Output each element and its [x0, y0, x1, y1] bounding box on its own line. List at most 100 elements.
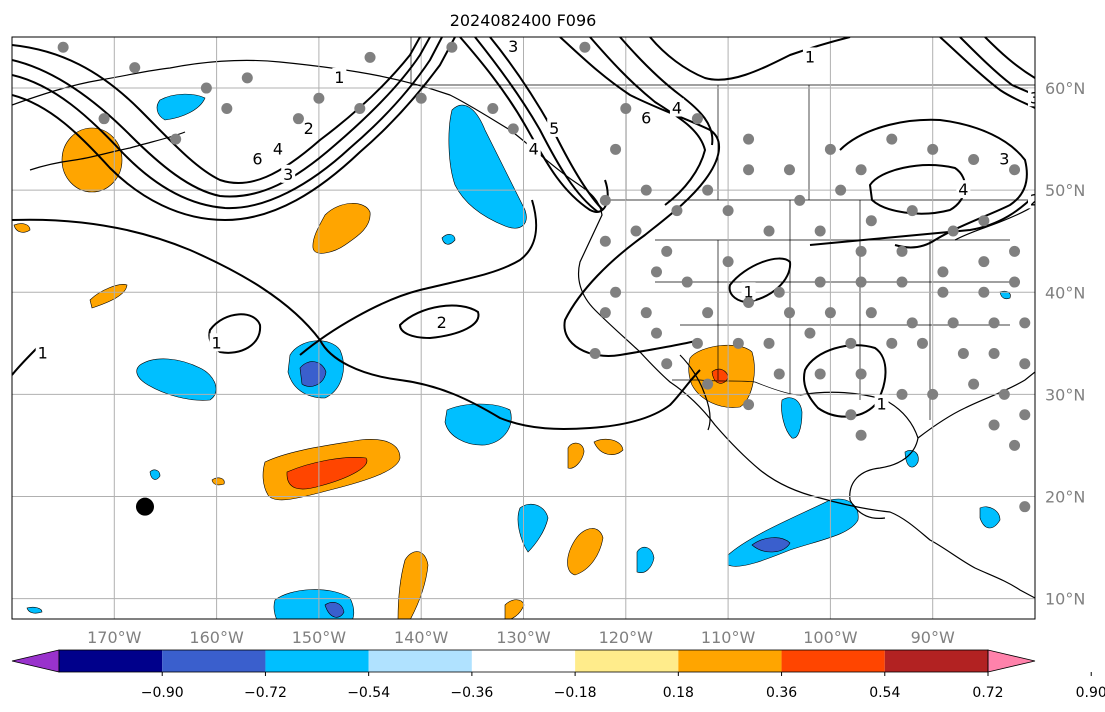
colorbar-segment — [678, 650, 782, 672]
colorbar-tick-label: 0.18 — [663, 685, 694, 701]
longitude-tick-label: 170°W — [87, 628, 142, 647]
station-point — [415, 92, 427, 104]
anomaly-negative-region — [517, 503, 549, 553]
anomaly-negative-region — [781, 397, 803, 439]
station-point — [650, 327, 662, 339]
station-point — [855, 164, 867, 176]
anomaly-strong-positive-region — [286, 457, 368, 490]
station-point — [661, 245, 673, 257]
colorbar-tick-label: 0.36 — [766, 685, 797, 701]
latitude-tick-label: 30°N — [1045, 385, 1085, 404]
coastline-great-lakes — [954, 204, 1035, 241]
station-point — [916, 337, 928, 349]
latitude-tick-label: 20°N — [1045, 487, 1085, 506]
contour-label: 2 — [1030, 190, 1040, 209]
station-point — [855, 368, 867, 380]
longitude-tick-label: 110°W — [701, 628, 756, 647]
anomaly-negative-region — [26, 606, 43, 614]
contour-label-bg — [956, 180, 971, 199]
anomaly-positive-region — [211, 477, 225, 486]
anomaly-negative-region — [156, 93, 206, 121]
anomaly-negative-region — [273, 589, 355, 619]
contour-label: 1 — [876, 395, 886, 414]
contour-label: 3 — [508, 37, 518, 56]
contour-line — [649, 37, 851, 81]
anomaly-positive-region — [397, 551, 429, 619]
station-point — [968, 378, 980, 390]
contour-line — [959, 37, 1035, 96]
station-point — [702, 307, 714, 319]
station-point — [937, 266, 949, 278]
latitude-tick-label: 40°N — [1045, 283, 1085, 302]
station-point — [702, 184, 714, 196]
coastline-gulf-of-mexico — [799, 391, 919, 520]
station-point — [794, 194, 806, 206]
station-point — [579, 41, 591, 53]
longitude-tick-label: 140°W — [394, 628, 449, 647]
colorbar-segment — [471, 650, 576, 672]
contour-label-bg — [250, 149, 265, 168]
station-point — [691, 113, 703, 125]
contour-label: 4 — [273, 139, 283, 158]
anomaly-positive-region — [312, 203, 371, 254]
station-point — [814, 225, 826, 237]
colorbar-tick-label: 0.54 — [869, 685, 900, 701]
station-point — [855, 429, 867, 441]
contour-label-bg — [669, 98, 684, 117]
contour-line — [728, 257, 792, 304]
contour-line — [398, 304, 480, 340]
station-point — [589, 348, 601, 360]
station-point — [610, 286, 622, 298]
contour-label: 3 — [999, 150, 1009, 169]
station-point — [886, 337, 898, 349]
contour-line — [12, 37, 431, 198]
longitude-tick-label: 130°W — [496, 628, 551, 647]
station-point — [783, 164, 795, 176]
contour-label: 1 — [334, 68, 344, 87]
anomaly-negative-region — [149, 469, 161, 480]
station-point — [937, 286, 949, 298]
station-point — [814, 276, 826, 288]
station-point — [927, 143, 939, 155]
contour-label: 6 — [641, 109, 651, 128]
station-point — [610, 143, 622, 155]
contour-line — [939, 37, 1035, 109]
longitude-tick-label: 150°W — [292, 628, 347, 647]
longitude-tick-label: 120°W — [599, 628, 654, 647]
anomaly-negative-region — [136, 358, 217, 401]
contour-label-bg — [802, 47, 817, 66]
contour-label: 3 — [1030, 88, 1040, 107]
station-point — [354, 102, 366, 114]
contour-line — [474, 37, 599, 213]
station-point — [722, 205, 734, 217]
station-point — [292, 113, 304, 125]
colorbar-tick-label: −0.18 — [554, 685, 597, 701]
anomaly-positive-region — [61, 127, 123, 193]
colorbar-extend-low — [11, 649, 60, 673]
station-point — [978, 215, 990, 227]
anomaly-positive-region — [567, 528, 604, 576]
contour-line — [12, 37, 443, 210]
colorbar-tick-label: 0.90 — [1076, 685, 1105, 701]
station-point — [896, 276, 908, 288]
station-point — [998, 388, 1010, 400]
anomaly-strong-negative-region — [751, 537, 791, 553]
contour-label-bg — [332, 67, 347, 86]
anomaly-negative-region — [636, 546, 655, 573]
anomaly-positive-region — [567, 442, 585, 469]
contour-label: 1 — [212, 333, 222, 352]
station-point — [906, 317, 918, 329]
station-point — [886, 133, 898, 145]
station-point — [620, 102, 632, 114]
station-point — [855, 276, 867, 288]
coastline-aleutian-chain — [29, 131, 186, 171]
station-point — [170, 133, 182, 145]
station-point — [743, 164, 755, 176]
contour-label: 1 — [743, 282, 753, 301]
station-point — [446, 41, 458, 53]
anomaly-negative-region — [979, 506, 1001, 529]
station-point — [129, 62, 141, 74]
latitude-labels: 60°N 50°N 40°N 30°N 20°N 10°N — [1045, 79, 1085, 609]
station-point — [947, 225, 959, 237]
